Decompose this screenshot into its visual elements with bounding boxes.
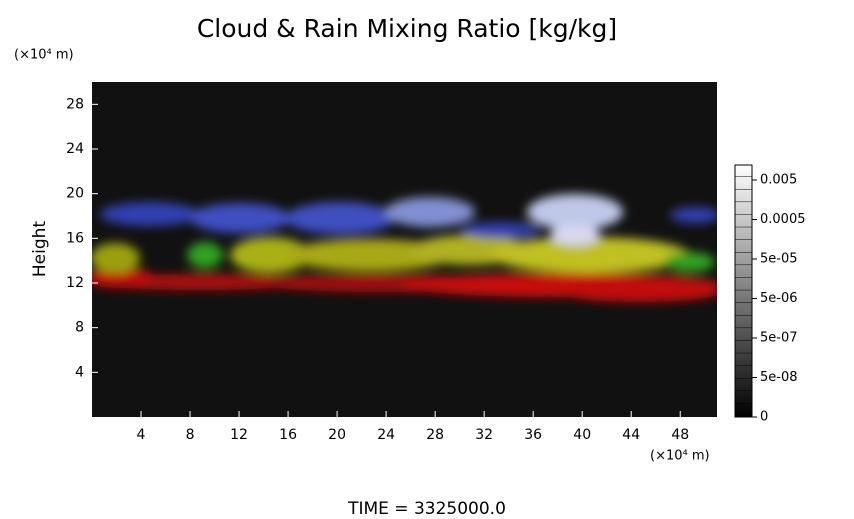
y-axis-label: Height xyxy=(30,221,50,278)
y-tick-label: 12 xyxy=(66,275,84,291)
y-tick-label: 28 xyxy=(66,96,84,112)
x-tick-label: 44 xyxy=(622,427,640,443)
time-label: TIME = 3325000.0 xyxy=(347,499,506,519)
volume-image xyxy=(92,194,717,302)
colorbar-bands xyxy=(735,165,752,417)
x-tick-label: 36 xyxy=(524,427,542,443)
x-tick-label: 12 xyxy=(230,427,248,443)
x-tick-label: 16 xyxy=(279,427,297,443)
x-tick-label: 32 xyxy=(475,427,493,443)
x-tick-label: 24 xyxy=(377,427,395,443)
colorbar-tick-label: 0.0005 xyxy=(760,212,806,227)
colorbar-tick-label: 5e-06 xyxy=(760,291,798,306)
colorbar-tick-label: 0 xyxy=(760,410,768,425)
colorbar-tick-label: 5e-07 xyxy=(760,331,798,346)
y-tick-label: 16 xyxy=(66,230,84,246)
chart-title: Cloud & Rain Mixing Ratio [kg/kg] xyxy=(197,14,617,43)
y-tick-label: 8 xyxy=(75,320,84,336)
y-tick-label: 20 xyxy=(66,186,84,202)
x-tick-label: 28 xyxy=(426,427,444,443)
colorbar-tick-label: 5e-05 xyxy=(760,252,798,267)
x-tick-label: 20 xyxy=(328,427,346,443)
x-tick-label: 48 xyxy=(671,427,689,443)
colorbar-tick-label: 0.005 xyxy=(760,173,797,188)
x-tick-label: 4 xyxy=(137,427,146,443)
y-tick-label: 24 xyxy=(66,141,84,157)
x-tick-label: 8 xyxy=(186,427,195,443)
colorbar-tick-label: 5e-08 xyxy=(760,370,798,385)
x-unit: (×10⁴ m) xyxy=(650,449,710,464)
y-unit: (×10⁴ m) xyxy=(14,48,74,63)
y-tick-label: 4 xyxy=(75,364,84,380)
x-tick-label: 40 xyxy=(573,427,591,443)
